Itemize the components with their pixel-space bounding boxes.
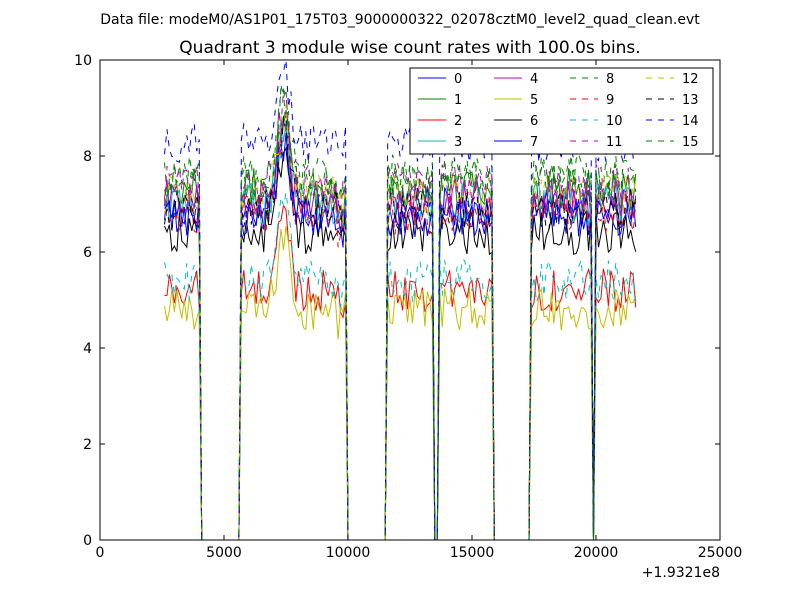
y-tick-label: 2 — [83, 437, 92, 453]
legend-label-2: 2 — [454, 114, 462, 129]
plot-lines — [164, 59, 637, 541]
legend-label-3: 3 — [454, 135, 462, 150]
series-line-4 — [164, 116, 637, 541]
legend-label-7: 7 — [530, 135, 538, 150]
legend-label-6: 6 — [530, 114, 538, 129]
plot-frame — [99, 59, 721, 541]
x-tick-label: 20000 — [574, 545, 619, 561]
y-tick-label: 4 — [83, 341, 92, 357]
legend-label-12: 12 — [682, 72, 699, 87]
series-line-0 — [164, 119, 636, 541]
x-tick-label: 0 — [96, 545, 105, 561]
series-line-5 — [164, 226, 637, 541]
y-tick-label: 10 — [74, 53, 92, 69]
series-line-7 — [164, 132, 637, 541]
legend-label-4: 4 — [530, 72, 538, 87]
y-tick-label: 8 — [83, 149, 92, 165]
y-tick-label: 0 — [83, 533, 92, 549]
series-line-15 — [164, 88, 637, 541]
legend-label-8: 8 — [606, 72, 614, 87]
legend-label-14: 14 — [682, 114, 699, 129]
y-tick-label: 6 — [83, 245, 92, 261]
legend-label-10: 10 — [606, 114, 623, 129]
x-tick-label: 15000 — [450, 545, 495, 561]
legend-box — [409, 67, 714, 155]
series-line-6 — [164, 146, 637, 541]
legend-label-9: 9 — [606, 93, 614, 108]
series-line-10 — [164, 192, 637, 541]
legend-label-5: 5 — [530, 93, 538, 108]
legend-label-15: 15 — [682, 135, 699, 150]
figure-suptitle: Data file: modeM0/AS1P01_175T03_90000003… — [100, 12, 700, 28]
x-tick-label: 5000 — [206, 545, 242, 561]
x-tick-label: 10000 — [326, 545, 371, 561]
legend-label-0: 0 — [454, 72, 462, 87]
legend-label-13: 13 — [682, 93, 699, 108]
series-line-9 — [164, 115, 637, 541]
x-tick-label: 25000 — [698, 545, 743, 561]
legend-label-11: 11 — [606, 135, 623, 150]
series-line-14 — [164, 59, 637, 541]
chart-title: Quadrant 3 module wise count rates with … — [179, 38, 640, 58]
legend-label-1: 1 — [454, 93, 462, 108]
x-offset-label: +1.9321e8 — [642, 565, 720, 581]
